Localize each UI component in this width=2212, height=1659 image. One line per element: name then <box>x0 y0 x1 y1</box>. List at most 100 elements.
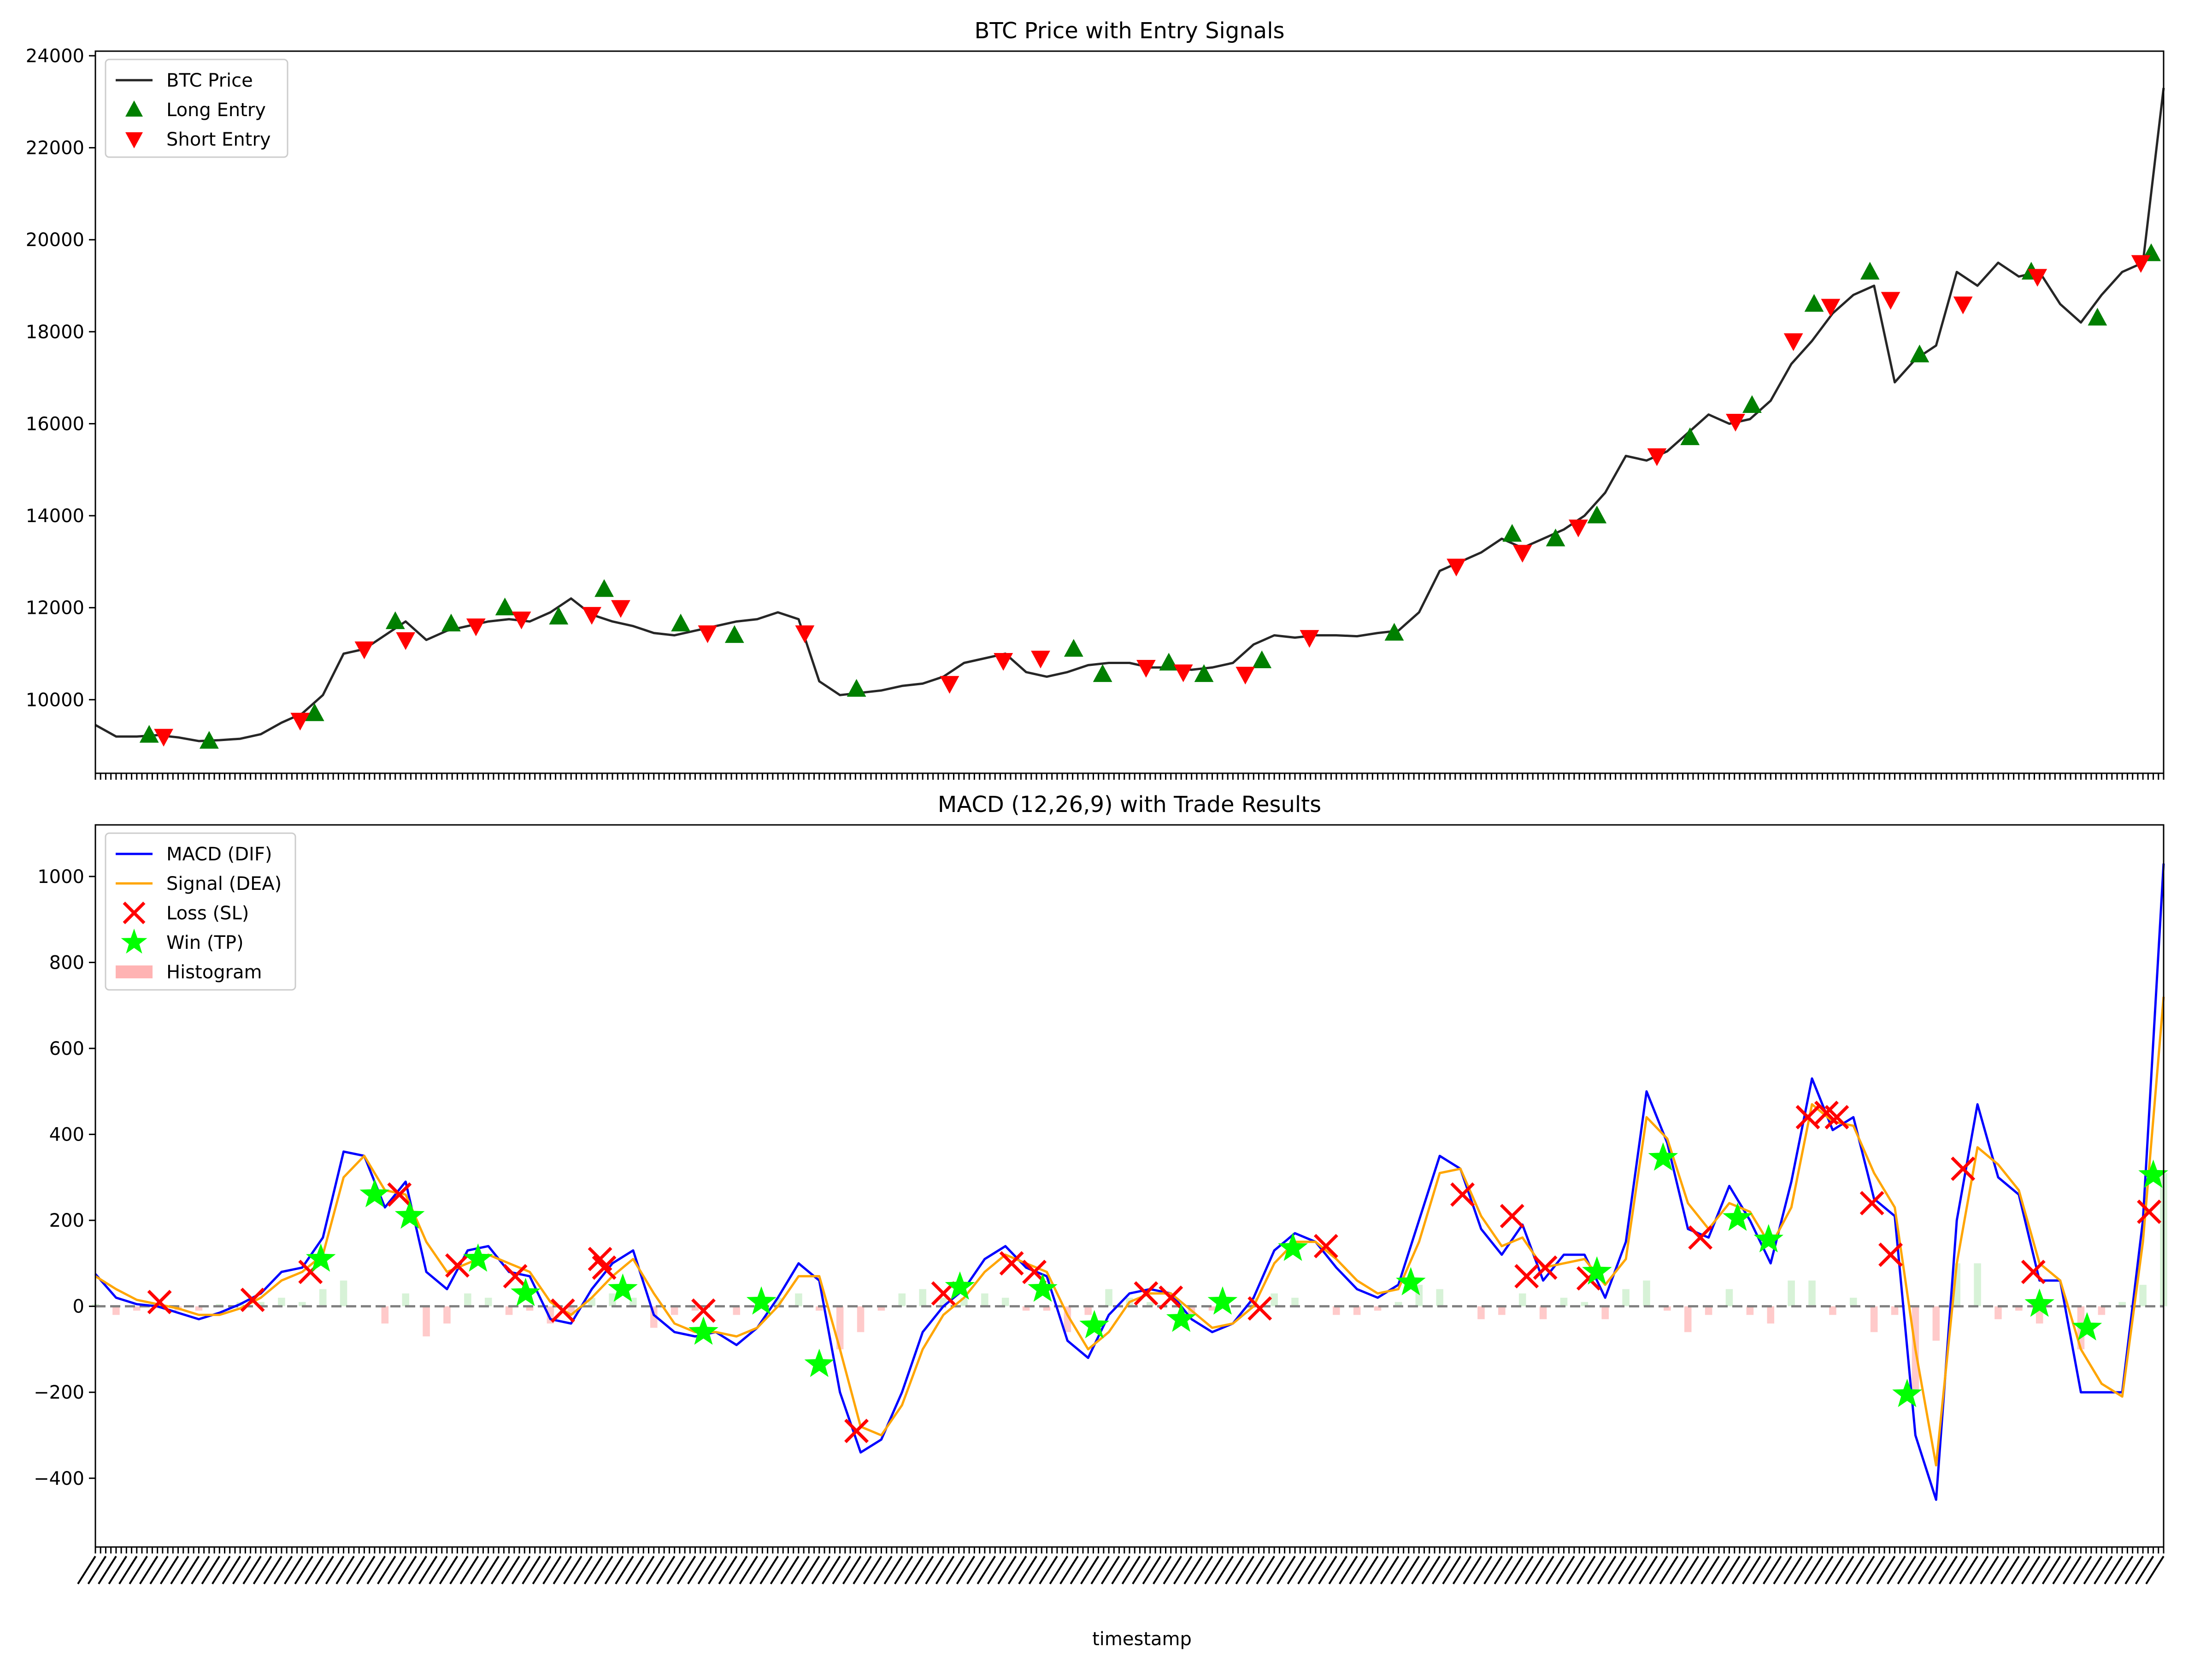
long-entry-marker <box>847 679 866 697</box>
x-tick-label-mark <box>1287 1555 1306 1585</box>
x-tick-label-mark <box>273 1555 293 1585</box>
price-chart-title: BTC Price with Entry Signals <box>974 18 1284 44</box>
long-entry-marker <box>1384 623 1404 641</box>
x-tick-label-mark <box>191 1555 210 1585</box>
x-tick-label-mark <box>1928 1555 1947 1585</box>
x-tick-label-mark <box>1163 1555 1182 1585</box>
x-tick-label-mark <box>1980 1555 1999 1585</box>
x-tick-label-mark <box>1824 1555 1844 1585</box>
x-tick-label-mark <box>2041 1555 2061 1585</box>
x-tick-label-mark <box>1618 1555 1637 1585</box>
x-tick-label-mark <box>873 1555 893 1585</box>
long-entry-marker <box>1742 395 1762 413</box>
x-tick-label-mark <box>1918 1555 1937 1585</box>
x-tick-label-mark <box>894 1555 913 1585</box>
x-tick-label-mark <box>1473 1555 1493 1585</box>
x-tick-label-mark <box>729 1555 748 1585</box>
x-tick-label-mark <box>1194 1555 1213 1585</box>
x-tick-label-mark <box>1628 1555 1647 1585</box>
loss-sl-marker <box>1134 1281 1159 1306</box>
y-tick-label: −200 <box>34 1382 84 1403</box>
x-tick-label-mark <box>1121 1555 1141 1585</box>
x-tick-label-mark <box>253 1555 272 1585</box>
x-tick-label-mark <box>1400 1555 1420 1585</box>
x-tick-label-mark <box>1876 1555 1896 1585</box>
loss-sl-marker <box>1500 1204 1524 1229</box>
loss-sl-marker <box>2137 1199 2162 1224</box>
x-tick-label-mark <box>1731 1555 1751 1585</box>
short-entry-marker <box>290 712 310 731</box>
price-x-axis <box>94 773 2165 780</box>
histogram-bar <box>1394 1302 1402 1306</box>
x-tick-label-mark <box>553 1555 572 1585</box>
x-tick-label-mark <box>863 1555 882 1585</box>
x-tick-label-mark <box>1773 1555 1792 1585</box>
short-entry-marker <box>1726 413 1745 432</box>
short-entry-marker <box>2131 255 2151 273</box>
win-tp-marker <box>2072 1312 2102 1341</box>
histogram-bar <box>671 1306 678 1315</box>
x-tick-label-mark <box>1535 1555 1554 1585</box>
x-tick-label-mark <box>1277 1555 1296 1585</box>
histogram-bar <box>1664 1306 1671 1311</box>
x-tick-label-mark <box>739 1555 758 1585</box>
histogram-bar <box>1891 1306 1899 1315</box>
x-tick-label-mark <box>718 1555 737 1585</box>
y-tick-label: 12000 <box>26 598 84 619</box>
x-tick-label-mark <box>77 1555 96 1585</box>
win-tp-marker <box>746 1286 777 1315</box>
long-entry-marker <box>724 625 744 643</box>
long-entry-marker <box>671 613 691 632</box>
x-tick-label-mark <box>1752 1555 1771 1585</box>
x-tick-label-mark <box>687 1555 706 1585</box>
y-tick-label: 20000 <box>26 229 84 251</box>
x-tick-label-mark <box>346 1555 365 1585</box>
win-tp-marker <box>804 1348 835 1377</box>
x-tick-label-mark <box>1080 1555 1100 1585</box>
histogram-bar <box>1601 1306 1609 1319</box>
x-tick-label-mark <box>1897 1555 1917 1585</box>
histogram-bar <box>1353 1306 1361 1315</box>
histogram-bar <box>2118 1302 2126 1306</box>
long-entry-marker <box>1680 427 1700 445</box>
win-tp-marker <box>1166 1303 1196 1332</box>
histogram-bar <box>1622 1289 1630 1306</box>
y-tick-label: 600 <box>49 1038 84 1059</box>
x-tick-label-mark <box>1390 1555 1410 1585</box>
x-tick-label-mark <box>935 1555 955 1585</box>
x-tick-label-mark <box>1794 1555 1813 1585</box>
x-tick-label-mark <box>1018 1555 1037 1585</box>
x-tick-label-mark <box>1990 1555 2010 1585</box>
win-tp-marker <box>1892 1378 1922 1407</box>
long-entry-marker <box>1804 294 1824 312</box>
win-tp-marker <box>1028 1273 1058 1302</box>
y-tick-label: 18000 <box>26 322 84 343</box>
histogram-bar <box>733 1306 741 1315</box>
loss-sl-marker <box>1450 1182 1475 1207</box>
x-tick-label-mark <box>1142 1555 1162 1585</box>
legend-label: Loss (SL) <box>166 903 249 924</box>
histogram-bar <box>1808 1280 1816 1306</box>
x-tick-label-mark <box>1214 1555 1234 1585</box>
x-tick-label-mark <box>1463 1555 1482 1585</box>
x-tick-label-mark <box>1204 1555 1224 1585</box>
win-tp-marker <box>1207 1286 1238 1315</box>
x-tick-label-mark <box>159 1555 179 1585</box>
histogram-bar <box>1932 1306 1940 1341</box>
macd-x-axis <box>77 1547 2165 1585</box>
x-tick-label-mark <box>429 1555 448 1585</box>
x-tick-label-mark <box>294 1555 313 1585</box>
short-entry-marker <box>1300 630 1319 648</box>
x-tick-label-mark <box>1556 1555 1575 1585</box>
histogram-bar <box>402 1293 409 1306</box>
x-tick-label-mark <box>635 1555 655 1585</box>
legend-box <box>105 59 288 158</box>
x-tick-label-mark <box>139 1555 159 1585</box>
x-tick-label-mark <box>108 1555 128 1585</box>
x-tick-label-mark <box>1111 1555 1130 1585</box>
x-tick-label-mark <box>1566 1555 1586 1585</box>
x-tick-label-mark <box>1607 1555 1627 1585</box>
x-tick-label-mark <box>1070 1555 1089 1585</box>
x-tick-label-mark <box>1938 1555 1958 1585</box>
x-tick-label-mark <box>1246 1555 1265 1585</box>
